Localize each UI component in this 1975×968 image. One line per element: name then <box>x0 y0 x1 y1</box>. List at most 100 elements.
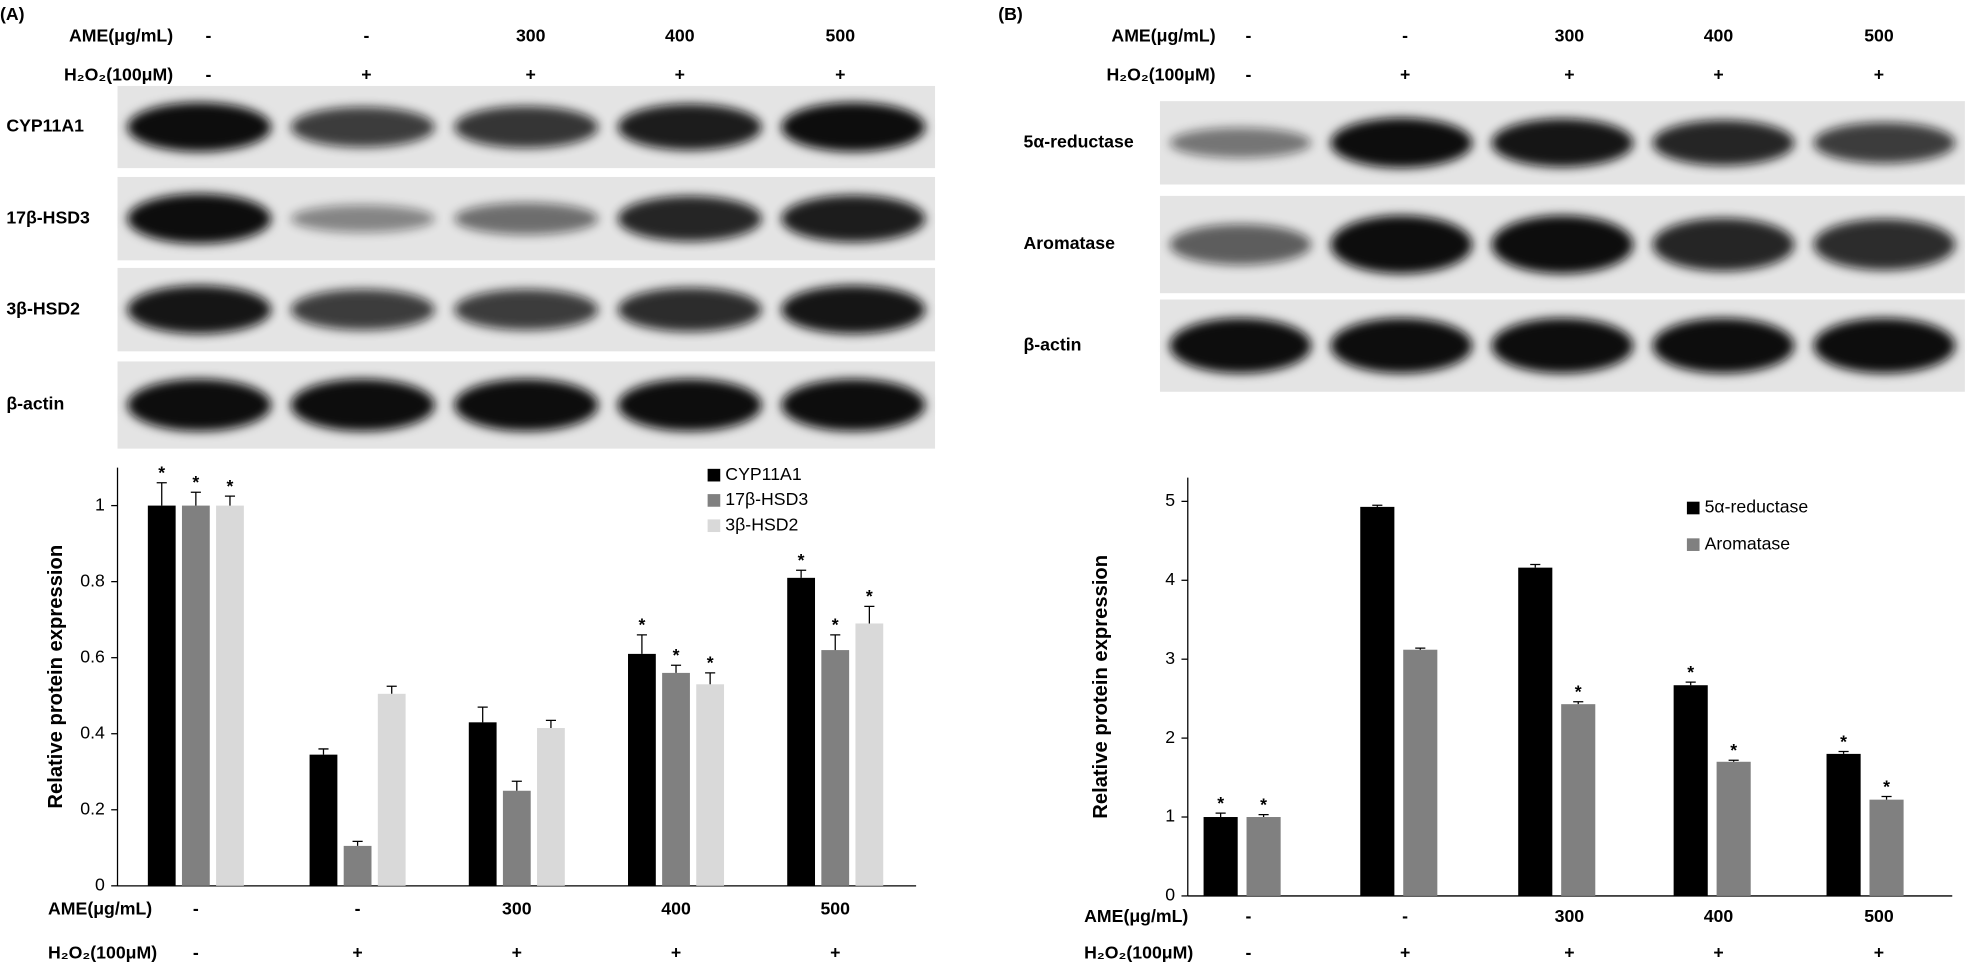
blot-row-label: 3β-HSD2 <box>6 298 80 318</box>
blot-band <box>1652 217 1795 272</box>
blot-band <box>1813 218 1956 271</box>
significance-mark: * <box>1883 776 1890 796</box>
blot-band <box>290 204 435 233</box>
error-bar <box>477 706 488 723</box>
error-bar <box>545 719 556 729</box>
bar <box>1246 817 1281 896</box>
error-bar <box>511 780 522 791</box>
error-bar <box>864 605 875 624</box>
legend-swatch <box>707 519 721 533</box>
ame-header: AME(μg/mL) <box>69 25 173 45</box>
bar <box>181 505 210 886</box>
bar <box>309 754 338 886</box>
bar <box>696 684 725 886</box>
y-tick-label: 5 <box>1165 490 1175 510</box>
ame-header-value: - <box>363 25 369 45</box>
blot-band <box>1169 317 1312 374</box>
bar <box>1869 799 1904 896</box>
error-bar <box>796 569 807 578</box>
error-bar <box>1838 750 1849 754</box>
error-bar <box>1573 701 1584 705</box>
ame-header-value: 300 <box>1555 25 1585 45</box>
blot-band <box>1330 117 1473 168</box>
significance-mark: * <box>1687 662 1694 682</box>
h2o2-header-value: + <box>526 65 536 85</box>
significance-mark: * <box>1575 682 1582 702</box>
blot-row-label: Aromatase <box>1024 233 1116 253</box>
bar <box>1673 685 1708 896</box>
x-h2o2-value: + <box>671 943 681 963</box>
y-tick-label: 0.2 <box>80 798 105 818</box>
blot-band <box>781 195 926 243</box>
y-tick-label: 0.6 <box>80 646 105 666</box>
blot-band <box>454 202 599 235</box>
x-ame-value: - <box>1402 906 1408 926</box>
bar <box>821 650 850 886</box>
ame-header-value: 500 <box>826 25 856 45</box>
x-ame-value: 300 <box>502 899 532 919</box>
x-h2o2-value: + <box>512 943 522 963</box>
blot-band <box>127 102 272 152</box>
legend-swatch <box>1686 501 1700 515</box>
blot-row-label: 5α-reductase <box>1024 132 1134 152</box>
error-bar <box>1881 795 1892 800</box>
blot-band <box>127 285 272 334</box>
x-h2o2-value: - <box>193 943 199 963</box>
significance-mark: * <box>638 615 645 635</box>
blot-row-label: β-actin <box>1024 334 1082 354</box>
blot-band <box>1491 215 1634 274</box>
blot-band <box>290 378 435 432</box>
error-bar <box>1728 759 1739 762</box>
legend-label: CYP11A1 <box>725 464 801 484</box>
significance-mark: * <box>1730 740 1737 760</box>
blot-band <box>617 287 762 332</box>
significance-mark: * <box>1260 794 1267 814</box>
x-ame-value: - <box>193 899 199 919</box>
bar <box>537 728 565 886</box>
error-bar <box>156 482 167 506</box>
blot-band <box>617 195 762 242</box>
bar <box>216 505 244 886</box>
significance-mark: * <box>707 653 714 673</box>
significance-mark: * <box>832 615 839 635</box>
blot-band <box>1491 317 1634 374</box>
panel-label: (B) <box>998 4 1023 24</box>
blot-row-label: β-actin <box>6 394 64 414</box>
y-tick-label: 3 <box>1165 648 1175 668</box>
x-ame-value: 300 <box>1555 906 1585 926</box>
x-ame-value: 500 <box>1864 906 1894 926</box>
blot-band <box>454 378 599 432</box>
error-bar <box>224 495 236 506</box>
blot-band <box>781 378 926 432</box>
x-ame-value: 400 <box>661 899 691 919</box>
legend-label: 17β-HSD3 <box>725 489 808 509</box>
legend-label: 5α-reductase <box>1705 497 1809 517</box>
h2o2-header: H₂O₂(100μM) <box>64 65 173 85</box>
significance-mark: * <box>1840 731 1847 751</box>
error-bar <box>1530 563 1541 568</box>
legend-swatch <box>707 468 721 482</box>
error-bar <box>636 634 647 654</box>
bar <box>1826 753 1861 896</box>
y-tick-label: 1 <box>95 494 105 514</box>
y-tick-label: 2 <box>1165 727 1175 747</box>
blot-band <box>1813 122 1956 164</box>
blot-band <box>1169 224 1312 265</box>
h2o2-header: H₂O₂(100μM) <box>1106 65 1215 85</box>
error-bar <box>1258 814 1269 818</box>
bar <box>147 505 176 886</box>
x-ame-value: 400 <box>1704 906 1734 926</box>
bar <box>1518 567 1553 896</box>
error-bar <box>190 491 201 506</box>
significance-mark: * <box>227 476 234 496</box>
bar <box>855 623 884 886</box>
bar <box>502 790 531 886</box>
h2o2-header-value: + <box>1713 65 1723 85</box>
blot-row-label: 17β-HSD3 <box>6 207 90 227</box>
bar <box>1360 506 1395 896</box>
y-tick-label: 1 <box>1165 806 1175 826</box>
h2o2-header-value: + <box>1400 65 1410 85</box>
blot-band <box>127 193 272 244</box>
blot-band <box>1169 127 1312 159</box>
